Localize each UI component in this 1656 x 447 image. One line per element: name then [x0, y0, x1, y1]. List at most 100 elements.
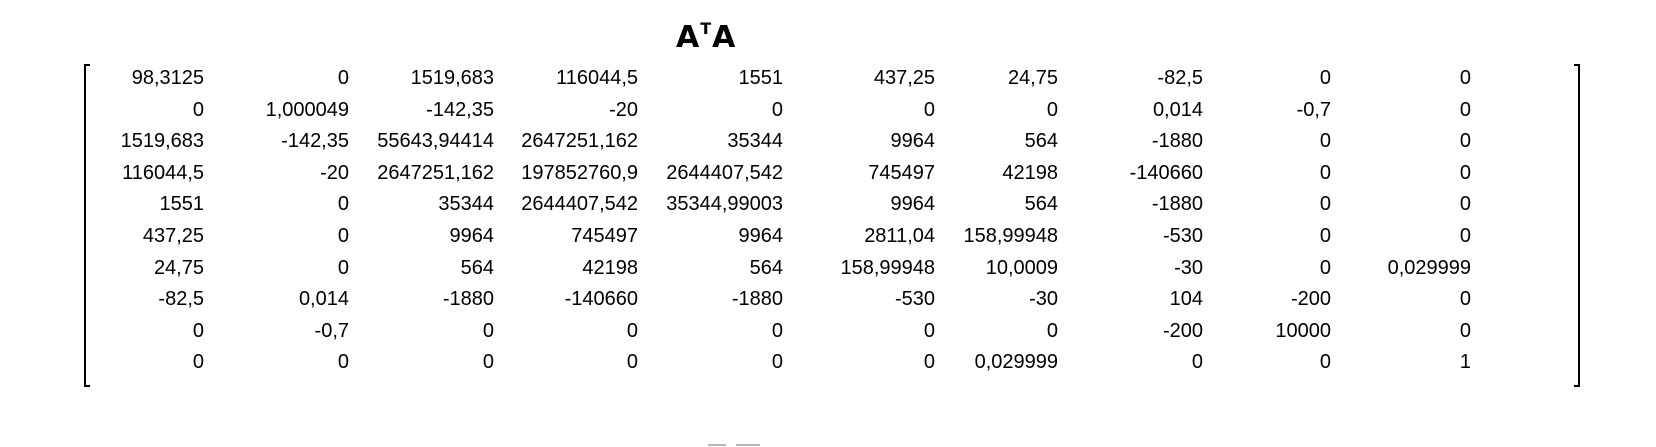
- matrix-row: 116044,5 -20 2647251,162 197852760,9 2644407…: [94, 158, 1471, 190]
- matrix-cell: 564: [1024, 193, 1058, 216]
- matrix-cell: 35344,99003: [666, 193, 783, 216]
- matrix-cell: 158,99948: [840, 256, 935, 279]
- matrix-row: 1519,683 -142,35 55643,94414 2647251,162 353…: [94, 126, 1471, 158]
- matrix-cell: -30: [1029, 288, 1058, 311]
- matrix-cell: -142,35: [426, 98, 494, 121]
- matrix-cell: 42198: [582, 256, 638, 279]
- matrix-cell: 745497: [571, 224, 638, 247]
- matrix-cell: -140660: [1129, 161, 1203, 184]
- matrix-row: 0 -0,7 0 0 0 0 0 -200 10000 0: [94, 316, 1471, 348]
- matrix-cell: 437,25: [873, 67, 935, 89]
- matrix-cell: 10000: [1275, 319, 1331, 342]
- matrix-cell: 0: [626, 351, 638, 374]
- matrix-cell: 0: [1319, 67, 1331, 89]
- matrix-cell: 0,014: [1152, 98, 1203, 121]
- matrix-cell: 104: [1169, 288, 1203, 311]
- matrix-cell: 1: [1459, 351, 1471, 374]
- matrix-cell: 98,3125: [131, 67, 204, 89]
- matrix-cell: 437,25: [142, 224, 204, 247]
- matrix-row: 0 0 0 0 0 0 0,029999 0 0 1: [94, 347, 1471, 379]
- matrix-cell: 0: [1459, 161, 1471, 184]
- matrix-cell: 0: [1459, 224, 1471, 247]
- matrix-cell: 0: [337, 67, 349, 89]
- matrix-cell: 0: [1459, 67, 1471, 89]
- matrix-cell: 0: [771, 319, 783, 342]
- matrix-cell: 0: [1191, 351, 1203, 374]
- matrix-cell: -0,7: [314, 319, 349, 342]
- matrix-table: 98,3125 0 1519,683 116044,5 1551 437,25 24,75 -…: [94, 63, 1471, 379]
- title-transpose-superscript: T: [700, 19, 712, 38]
- matrix-cell: 0: [1319, 256, 1331, 279]
- matrix-cell: 2647251,162: [521, 130, 638, 153]
- matrix-cell: 0: [1459, 130, 1471, 153]
- matrix-cell: 0: [482, 351, 494, 374]
- matrix-row: 24,75 0 564 42198 564 158,99948 10,0009 -30 0 0,0…: [94, 253, 1471, 285]
- matrix-cell: 116044,5: [556, 67, 638, 89]
- matrix-cell: 1551: [159, 193, 205, 216]
- matrix-cell: -530: [894, 288, 935, 311]
- matrix-cell: -20: [609, 98, 638, 121]
- matrix-cell: 564: [1024, 130, 1058, 153]
- matrix-cell: 35344: [438, 193, 494, 216]
- matrix-cell: 745497: [868, 161, 935, 184]
- matrix-cell: 0: [1319, 193, 1331, 216]
- matrix-cell: 0: [771, 351, 783, 374]
- title-base-a-second: A: [712, 20, 736, 55]
- matrix-cell: 0,029999: [974, 351, 1058, 374]
- bottom-edge-artifact: [708, 444, 764, 446]
- matrix-title: ATA: [676, 18, 735, 62]
- matrix-cell: 0: [337, 193, 349, 216]
- matrix-row: 437,25 0 9964 745497 9964 2811,04 158,99948 -53…: [94, 221, 1471, 253]
- matrix-cell: 24,75: [1007, 67, 1058, 89]
- matrix-row: 98,3125 0 1519,683 116044,5 1551 437,25 24,75 -…: [94, 63, 1471, 95]
- matrix-cell: -0,7: [1296, 98, 1331, 121]
- matrix-cell: 116044,5: [122, 161, 204, 184]
- matrix-cell: 9964: [449, 224, 495, 247]
- matrix-cell: 9964: [890, 130, 936, 153]
- matrix-cell: -82,5: [158, 288, 204, 311]
- matrix-cell: 42198: [1002, 161, 1058, 184]
- matrix-cell: 9964: [738, 224, 784, 247]
- matrix-cell: -200: [1162, 319, 1203, 342]
- matrix-cell: 0: [1319, 130, 1331, 153]
- matrix-cell: -20: [320, 161, 349, 184]
- matrix-cell: -30: [1174, 256, 1203, 279]
- matrix-cell: -1880: [731, 288, 783, 311]
- matrix-cell: 0: [192, 351, 204, 374]
- matrix-row: -82,5 0,014 -1880 -140660 -1880 -530 -30 104 -20…: [94, 284, 1471, 316]
- matrix-cell: 55643,94414: [377, 130, 494, 153]
- matrix-cell: 0: [1319, 224, 1331, 247]
- matrix-cell: 0: [771, 98, 783, 121]
- matrix-cell: 10,0009: [985, 256, 1058, 279]
- matrix-cell: 0: [923, 351, 935, 374]
- matrix-cell: 0: [192, 319, 204, 342]
- matrix-cell: 158,99948: [963, 224, 1058, 247]
- matrix-cell: 1551: [738, 67, 784, 89]
- matrix-cell: 0: [1319, 161, 1331, 184]
- matrix-cell: 0: [626, 319, 638, 342]
- matrix-cell: 564: [460, 256, 494, 279]
- matrix-cell: 197852760,9: [521, 161, 638, 184]
- matrix-right-bracket: [1574, 64, 1580, 387]
- matrix-cell: 0: [1319, 351, 1331, 374]
- matrix-cell: 2811,04: [864, 224, 935, 247]
- matrix-cell: 0,014: [298, 288, 349, 311]
- matrix-cell: 0: [1459, 319, 1471, 342]
- matrix-cell: 0: [1459, 193, 1471, 216]
- matrix-cell: 0: [337, 256, 349, 279]
- title-base-a: A: [676, 20, 700, 55]
- matrix-cell: 0: [1459, 98, 1471, 121]
- matrix-cell: 0: [1046, 98, 1058, 121]
- matrix-row: 0 1,000049 -142,35 -20 0 0 0 0,014 -0,7 0: [94, 95, 1471, 127]
- matrix-cell: -142,35: [281, 130, 349, 153]
- matrix-row: 1551 0 35344 2644407,542 35344,99003 9964 564 -…: [94, 189, 1472, 221]
- matrix-cell: 0: [337, 224, 349, 247]
- matrix-cell: 9964: [890, 193, 936, 216]
- matrix-cell: 35344: [727, 130, 783, 153]
- matrix-cell: -200: [1290, 288, 1331, 311]
- matrix-cell: 1519,683: [120, 130, 204, 153]
- matrix-cell: -1880: [442, 288, 494, 311]
- matrix-cell: 0: [1046, 319, 1058, 342]
- matrix-cell: 2647251,162: [377, 161, 494, 184]
- matrix-cell: -1880: [1151, 193, 1203, 216]
